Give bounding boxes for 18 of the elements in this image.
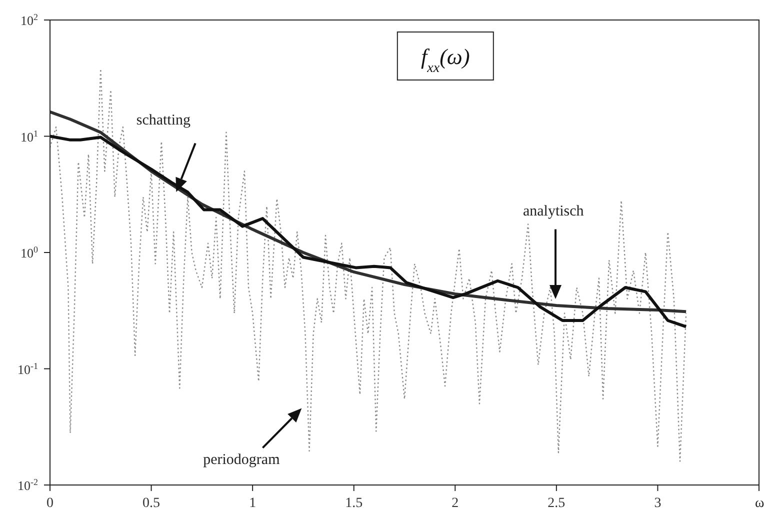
y-tick-label: 10$^{0}$ <box>20 244 38 260</box>
x-tick-label: 1.5 <box>345 496 363 511</box>
y-tick-label: 10$^{-2}$ <box>18 477 38 493</box>
annotation: schatting <box>136 112 192 129</box>
text: f$_{xx}$(ω) <box>421 44 470 76</box>
x-tick-label: 2.5 <box>548 496 566 511</box>
x-tick-label: 3 <box>654 496 662 511</box>
y-tick-label: 10$^{1}$ <box>20 128 38 144</box>
y-tick-label: 10$^{-1}$ <box>18 360 38 377</box>
annotation: analytisch <box>522 203 584 220</box>
x-tick-label: 1 <box>249 496 256 511</box>
x-axis-title: ω <box>755 496 764 511</box>
line-series <box>50 134 688 328</box>
x-tick-label: 0 <box>46 496 54 511</box>
x-tick-label: 0.5 <box>142 496 160 511</box>
y-tick-label: 10$^{2}$ <box>20 12 38 28</box>
annotation: periodogram <box>203 452 280 468</box>
x-tick-label: 2 <box>452 496 459 511</box>
